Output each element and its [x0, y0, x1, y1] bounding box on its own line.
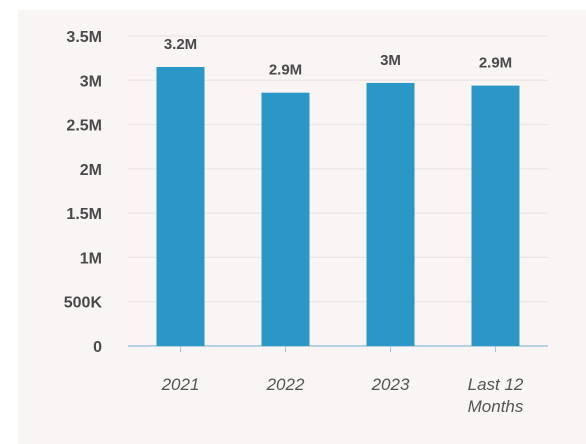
x-tick-label: 2021 [161, 375, 200, 394]
y-tick-label: 1M [80, 250, 102, 267]
y-tick-label: 2.5M [66, 118, 102, 135]
x-tick-label: 2023 [371, 375, 410, 394]
bar[interactable] [471, 85, 520, 346]
data-label: 2.9M [269, 62, 302, 79]
bar[interactable] [366, 82, 415, 346]
bar[interactable] [261, 92, 310, 346]
y-tick-label: 2M [80, 162, 102, 179]
data-label: 2.9M [479, 55, 512, 72]
data-label: 3M [380, 52, 401, 69]
y-tick-label: 3M [80, 73, 102, 90]
x-tick-label: Last 12 [468, 375, 524, 394]
y-tick-label: 3.5M [66, 29, 102, 46]
y-tick-label: 0 [93, 339, 102, 356]
bar[interactable] [156, 67, 205, 346]
y-tick-label: 500K [64, 295, 103, 312]
x-tick-label: 2022 [266, 375, 305, 394]
x-tick-label: Months [468, 397, 524, 416]
data-label: 3.2M [164, 36, 197, 53]
y-tick-label: 1.5M [66, 206, 102, 223]
